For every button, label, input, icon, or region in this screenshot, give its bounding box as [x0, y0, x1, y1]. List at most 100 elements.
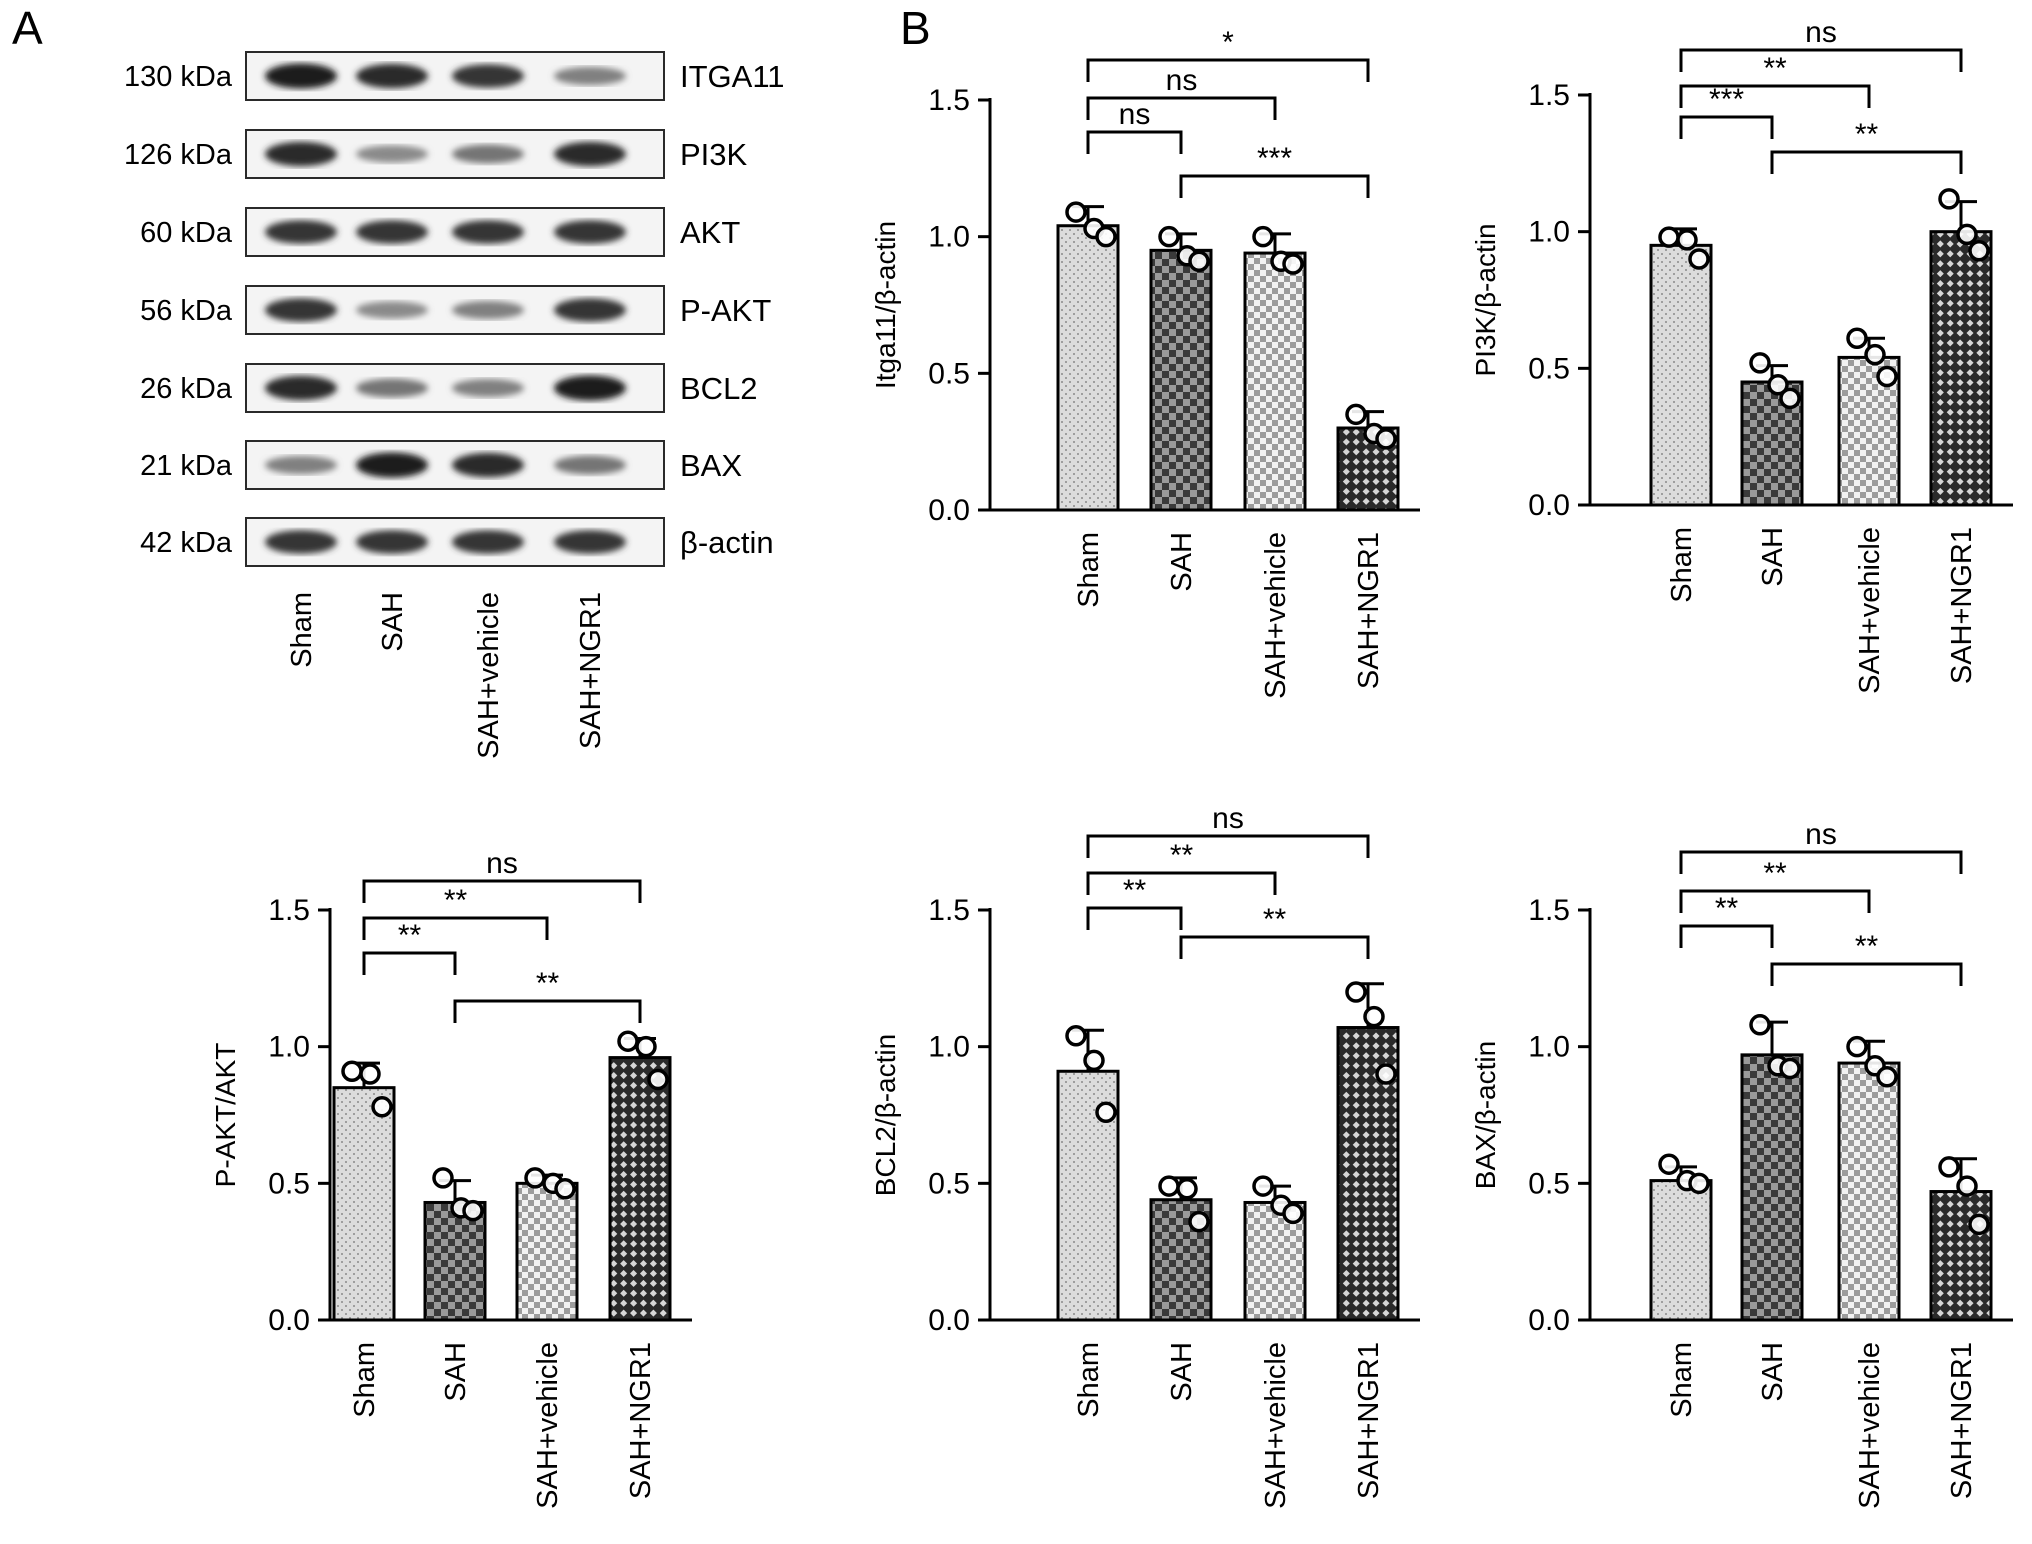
- protein-label: P-AKT: [680, 293, 771, 328]
- bar: [515, 1181, 579, 1322]
- data-point: [1065, 1024, 1087, 1047]
- blot-band: [356, 378, 428, 398]
- blot-band: [554, 455, 626, 475]
- y-axis-label: PI3K/β-actin: [1470, 223, 1501, 376]
- category-label: SAH+vehicle: [532, 1342, 564, 1509]
- protein-label: BCL2: [680, 371, 758, 406]
- data-point: [1864, 343, 1886, 366]
- category-label: Sham: [1666, 1342, 1698, 1418]
- bar: [1740, 1053, 1804, 1322]
- bar: [423, 1200, 487, 1322]
- data-point: [1363, 1005, 1385, 1028]
- blot-band: [356, 301, 428, 319]
- data-point: [1876, 365, 1898, 388]
- significance-label: ns: [1119, 98, 1151, 131]
- molecular-weight-label: 21 kDa: [140, 450, 233, 482]
- blot-row: 130 kDa ITGA11: [124, 51, 785, 101]
- significance-label: **: [398, 919, 422, 952]
- lane-label: SAH: [377, 592, 409, 652]
- blot-band: [265, 63, 337, 89]
- significance-bracket: [1679, 889, 1871, 913]
- y-tick-label: 1.5: [268, 894, 310, 927]
- data-point: [1938, 1156, 1960, 1178]
- category-label: SAH+NGR1: [1353, 1342, 1385, 1499]
- blot-band: [356, 452, 428, 478]
- data-point: [1688, 1172, 1710, 1195]
- y-tick-label: 1.0: [1528, 1031, 1570, 1064]
- significance-bracket: [1086, 130, 1183, 154]
- data-point: [1095, 225, 1117, 248]
- blot-band: [452, 220, 524, 244]
- data-point: [554, 1178, 576, 1200]
- significance-bracket: [1086, 906, 1183, 930]
- y-tick-label: 0.0: [928, 494, 970, 527]
- y-tick-label: 0.5: [928, 1167, 970, 1200]
- significance-label: *: [1222, 26, 1234, 59]
- significance-label: ns: [486, 847, 518, 880]
- significance-label: ns: [1212, 802, 1244, 835]
- data-point: [1282, 253, 1304, 275]
- category-label: SAH: [1166, 1342, 1198, 1402]
- y-tick-label: 1.0: [928, 1031, 970, 1064]
- significance-bracket: [1179, 174, 1370, 198]
- blot-row: 126 kDa PI3K: [124, 129, 748, 179]
- lane-label: SAH+NGR1: [575, 592, 607, 749]
- data-point: [1345, 403, 1367, 426]
- blot-row: 42 kDa β-actin: [140, 517, 774, 567]
- blot-band: [554, 67, 626, 85]
- data-point: [1095, 1101, 1117, 1124]
- significance-label: ns: [1166, 64, 1198, 97]
- blot-band: [554, 530, 626, 554]
- category-label: Sham: [1666, 527, 1698, 603]
- y-tick-label: 0.0: [1528, 489, 1570, 522]
- protein-label: BAX: [680, 448, 742, 483]
- y-tick-label: 0.5: [1528, 352, 1570, 385]
- y-tick-label: 1.5: [928, 894, 970, 927]
- significance-label: **: [1763, 52, 1787, 85]
- data-point: [1779, 1057, 1801, 1080]
- bar: [1649, 243, 1713, 507]
- blot-row: 60 kDa AKT: [140, 207, 740, 257]
- blot-band: [452, 144, 524, 164]
- data-point: [1749, 1014, 1771, 1036]
- blot-band: [356, 145, 428, 163]
- data-point: [371, 1096, 393, 1118]
- significance-label: **: [444, 884, 468, 917]
- significance-bracket: [1679, 924, 1774, 948]
- molecular-weight-label: 60 kDa: [140, 217, 233, 249]
- significance-label: ns: [1805, 818, 1837, 851]
- data-point: [1345, 981, 1367, 1003]
- bar-chart: 0.0 0.5 1.0 1.5 PI3K/β-actin Sham SAH SAH+vehic…: [1470, 16, 2013, 694]
- significance-bracket: [1086, 96, 1277, 120]
- blot-band: [356, 530, 428, 554]
- data-point: [635, 1035, 657, 1058]
- bar: [1929, 1190, 1993, 1322]
- y-axis-label: BCL2/β-actin: [870, 1034, 901, 1196]
- data-point: [1252, 1175, 1274, 1197]
- data-point: [1065, 201, 1087, 223]
- significance-bracket: [1679, 84, 1871, 108]
- significance-label: ns: [1805, 16, 1837, 49]
- panel-letter-a: A: [12, 2, 43, 54]
- bar: [1649, 1179, 1713, 1322]
- blot-band: [356, 220, 428, 244]
- bar-chart: 0.0 0.5 1.0 1.5 P-AKT/AKT Sham SAH SAH+vehicle S…: [210, 847, 692, 1509]
- blot-band: [554, 298, 626, 322]
- protein-label: ITGA11: [680, 59, 785, 94]
- category-label: SAH+vehicle: [1260, 1342, 1292, 1509]
- y-tick-label: 1.0: [268, 1031, 310, 1064]
- data-point: [1188, 250, 1210, 273]
- data-point: [1779, 387, 1801, 410]
- data-point: [1749, 352, 1771, 374]
- category-label: SAH+vehicle: [1854, 527, 1886, 694]
- data-point: [341, 1060, 363, 1083]
- data-point: [1158, 225, 1180, 248]
- blot-band: [265, 141, 337, 167]
- y-tick-label: 1.5: [928, 84, 970, 117]
- y-tick-label: 1.5: [1528, 894, 1570, 927]
- blot-band: [452, 530, 524, 554]
- bar-chart: 0.0 0.5 1.0 1.5 BCL2/β-actin Sham SAH SAH+vehic…: [870, 802, 1420, 1509]
- significance-label: ***: [1257, 142, 1292, 175]
- significance-label: **: [1263, 903, 1287, 936]
- blot-band: [265, 220, 337, 244]
